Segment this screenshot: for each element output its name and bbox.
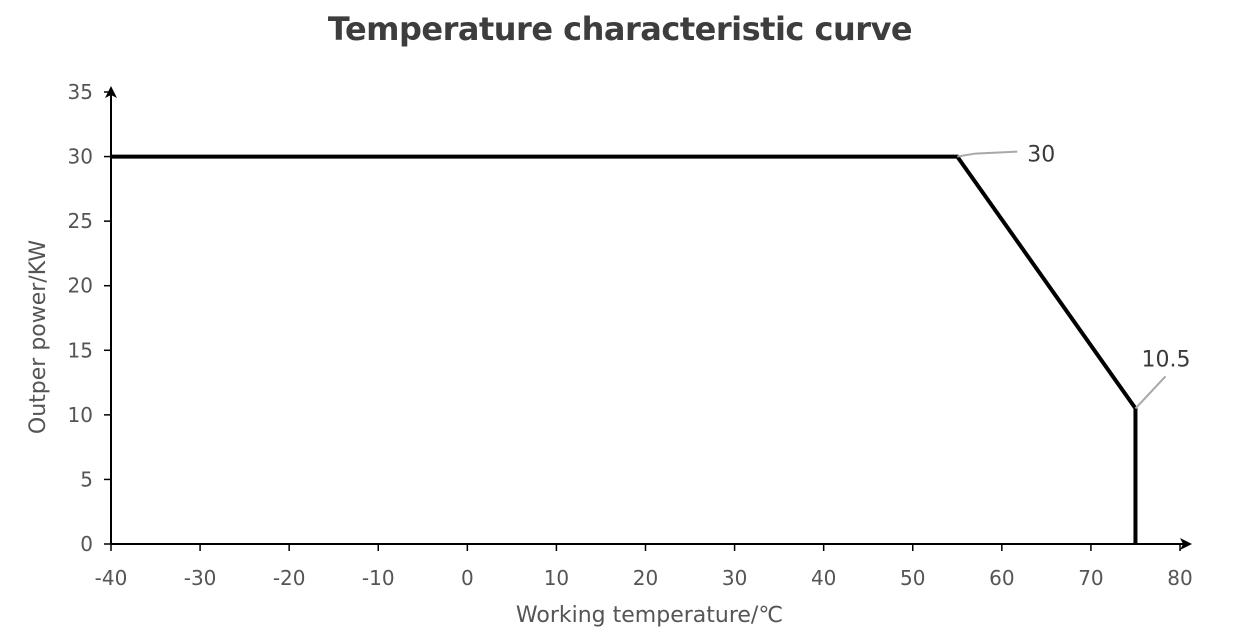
annotation-leader-line: [957, 150, 1018, 158]
y-tick-label: 15: [68, 338, 93, 362]
y-tick-label: 0: [80, 532, 93, 556]
x-tick-label: 0: [461, 566, 474, 590]
annotation-label: 10.5: [1141, 347, 1190, 372]
x-tick-label: 60: [989, 566, 1014, 590]
x-tick-label: 10: [544, 566, 569, 590]
x-tick-label: -10: [362, 566, 395, 590]
y-tick-label: 5: [80, 467, 93, 491]
x-axis-title: Working temperature/℃: [516, 603, 783, 628]
annotation-label: 30: [1027, 143, 1055, 168]
y-tick-label: 30: [68, 145, 93, 169]
x-tick-label: 20: [633, 566, 658, 590]
chart-title: Temperature characteristic curve: [327, 10, 913, 48]
x-tick-label: 40: [811, 566, 836, 590]
y-tick-label: 10: [68, 403, 93, 427]
x-tick-label: -40: [95, 566, 128, 590]
y-ticks: 0 5 10 15 20 25 30 35: [68, 80, 111, 556]
series-group: [111, 154, 1138, 544]
x-ticks: -40 -30 -20 -10 0 10 20 30 40 50 60 70 80: [95, 544, 1193, 590]
x-tick-label: -30: [184, 566, 217, 590]
y-axis-title: Outper power/KW: [26, 240, 51, 434]
x-tick-label: 80: [1167, 566, 1192, 590]
annotation-leader-line: [1134, 375, 1167, 410]
annotations-group: 30 10.5: [957, 143, 1190, 410]
x-tick-label: -20: [273, 566, 306, 590]
x-tick-label: 50: [900, 566, 925, 590]
x-tick-label: 70: [1078, 566, 1103, 590]
series-line: [111, 154, 1138, 544]
y-tick-label: 25: [68, 209, 93, 233]
y-tick-label: 35: [68, 80, 93, 104]
x-tick-label: 30: [722, 566, 747, 590]
y-tick-label: 20: [68, 274, 93, 298]
